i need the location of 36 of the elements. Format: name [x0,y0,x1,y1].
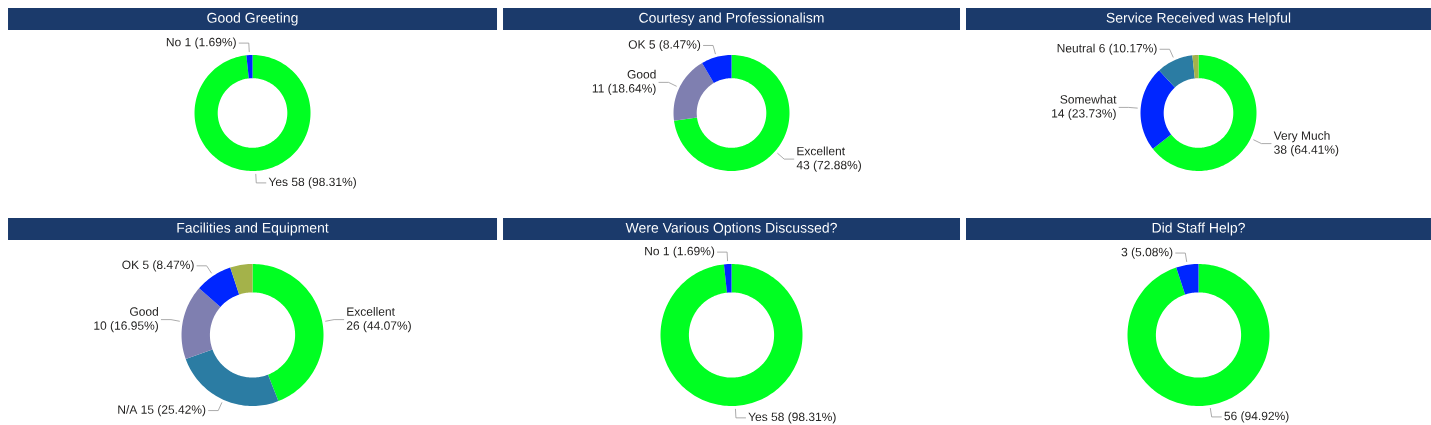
chart-title: Were Various Options Discussed? [625,222,837,236]
data-label: 1 (1.69%) [185,37,236,49]
slice-label: No [645,246,660,256]
data-label: 43 (72.88%) [796,160,861,172]
slice-label: OK [122,260,139,270]
data-label: 1 (1.69%) [663,246,715,258]
slice-label: Good [130,307,158,316]
chart-title: Did Staff Help? [1152,222,1245,236]
data-label: 3 (5.08%) [1121,247,1173,259]
slice-label: OK [628,40,646,49]
slice-label: Neutral [1057,43,1095,53]
data-label: 11 (18.64%) [592,83,656,95]
data-label: 6 (10.17%) [1099,43,1157,55]
chart-title: Good Greeting [207,12,298,26]
slice-label: Excellent [797,146,845,156]
data-label: 38 (64.41%) [1274,145,1339,157]
slice-label: Yes [268,177,288,187]
data-label: 10 (16.95%) [94,321,158,333]
slice-label: Very Much [1273,131,1330,143]
data-label: 5 (8.47%) [142,260,194,272]
chart-title: Service Received was Helpful [1106,12,1291,26]
slice-label: Good [627,69,656,79]
slice-label: Yes [748,412,768,422]
slice-label: Excellent [347,307,395,316]
data-label: 14 (23.73%) [1052,108,1116,120]
data-label: 58 (98.31%) [291,177,356,189]
data-label: 5 (8.47%) [649,39,701,52]
slice-label: Somewhat [1060,94,1117,104]
data-label: 58 (98.31%) [771,412,836,424]
data-label: 56 (94.92%) [1224,411,1289,423]
slice-label: N/A [118,404,138,414]
slice-label: No [166,37,181,47]
chart-title: Facilities and Equipment [177,222,329,236]
chart-title: Courtesy and Professionalism [639,12,824,26]
data-label: 15 (25.42%) [141,404,206,417]
data-label: 26 (44.07%) [346,321,411,333]
